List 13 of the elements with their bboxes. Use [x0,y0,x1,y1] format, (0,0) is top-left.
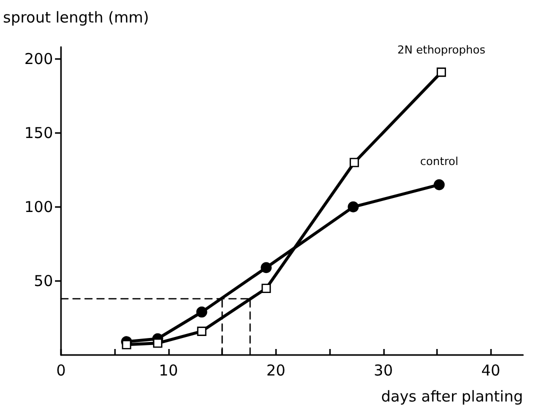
y-tick-label: 200 [24,50,53,68]
y-tick-label: 100 [24,198,53,216]
x-tick-label: 30 [374,362,393,380]
y-tick-label: 150 [24,124,53,142]
y-axis-title: sprout length (mm) [3,8,150,26]
x-tick-label: 40 [481,362,500,380]
x-tick-label: 10 [158,362,178,380]
y-tick-label: 50 [34,272,53,290]
x-tick-label: 20 [266,362,286,380]
series-label: 2N ethoprophos [397,44,486,57]
x-tick-label: 0 [56,362,66,380]
x-axis-title: days after planting [381,388,523,406]
series-label: control [420,155,458,168]
